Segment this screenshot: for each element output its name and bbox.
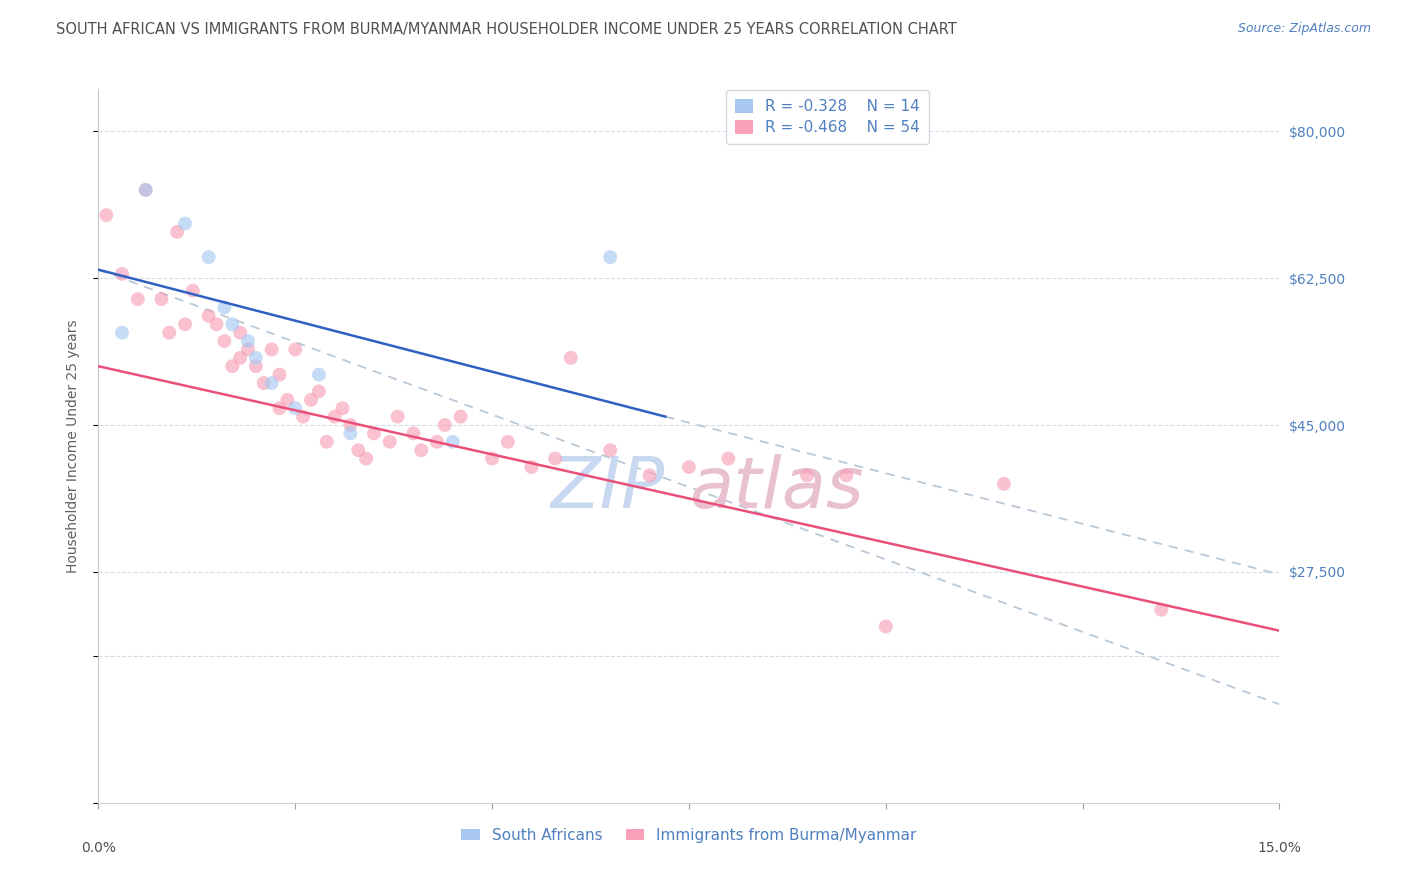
Point [214,301,236,315]
Point [496,434,519,449]
Y-axis label: Householder Income Under 25 years: Householder Income Under 25 years [66,319,80,573]
Point [253,376,276,390]
Text: atlas: atlas [689,454,863,524]
Point [229,326,252,340]
Point [339,426,361,441]
Point [236,334,259,348]
Point [402,426,425,441]
Point [347,443,370,458]
Point [993,476,1015,491]
Point [135,183,157,197]
Point [157,326,180,340]
Point [236,343,259,357]
Point [835,468,858,483]
Point [221,318,243,332]
Point [599,443,621,458]
Point [520,460,543,475]
Point [441,434,464,449]
Point [260,343,283,357]
Point [221,359,243,374]
Point [292,409,315,424]
Point [433,417,456,432]
Point [181,284,204,298]
Point [111,267,134,281]
Point [96,208,118,222]
Point [174,217,197,231]
Point [299,392,322,407]
Point [339,417,361,432]
Point [127,292,149,306]
Point [544,451,567,466]
Point [205,318,228,332]
Point [269,368,291,382]
Point [387,409,409,424]
Point [174,318,197,332]
Point [260,376,283,390]
Text: Source: ZipAtlas.com: Source: ZipAtlas.com [1237,22,1371,36]
Point [481,451,503,466]
Point [450,409,472,424]
Point [678,460,700,475]
Point [197,250,219,264]
Point [229,351,252,365]
Point [717,451,740,466]
Text: 15.0%: 15.0% [1257,840,1302,855]
Point [378,434,401,449]
Point [599,250,621,264]
Point [284,343,307,357]
Point [269,401,291,416]
Point [245,359,267,374]
Legend: South Africans, Immigrants from Burma/Myanmar: South Africans, Immigrants from Burma/My… [456,822,922,848]
Point [323,409,346,424]
Point [426,434,449,449]
Point [411,443,433,458]
Point [150,292,173,306]
Point [638,468,661,483]
Point [166,225,188,239]
Point [332,401,354,416]
Point [197,309,219,323]
Point [1150,603,1173,617]
Point [245,351,267,365]
Text: ZIP: ZIP [551,454,665,524]
Point [560,351,582,365]
Point [276,392,298,407]
Point [875,619,897,633]
Text: SOUTH AFRICAN VS IMMIGRANTS FROM BURMA/MYANMAR HOUSEHOLDER INCOME UNDER 25 YEARS: SOUTH AFRICAN VS IMMIGRANTS FROM BURMA/M… [56,22,957,37]
Point [135,183,157,197]
Point [363,426,385,441]
Point [796,468,818,483]
Text: 0.0%: 0.0% [82,840,115,855]
Point [308,384,330,399]
Point [315,434,337,449]
Point [214,334,236,348]
Point [111,326,134,340]
Point [354,451,377,466]
Point [308,368,330,382]
Point [284,401,307,416]
